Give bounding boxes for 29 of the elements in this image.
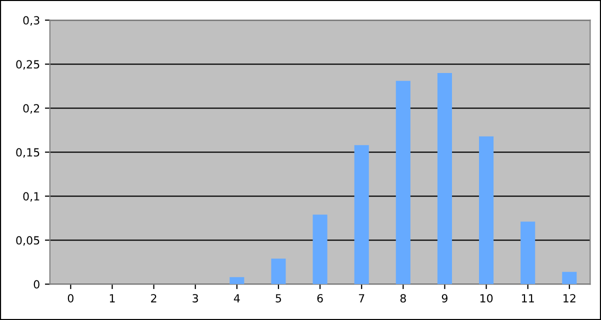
x-tick-label: 9 (442, 294, 448, 302)
x-tick-label: 10 (480, 294, 493, 302)
bar (562, 272, 577, 284)
y-tick-label: 0,2 (23, 104, 40, 114)
y-tick-label: 0 (34, 280, 40, 289)
bar (354, 145, 369, 284)
x-tick-label: 3 (192, 294, 198, 302)
bar (312, 214, 328, 284)
y-tick-label: 0,15 (16, 148, 40, 158)
bar (520, 222, 536, 284)
x-tick-label: 7 (358, 294, 364, 302)
x-tick-label: 11 (522, 294, 534, 302)
x-tick-label: 2 (151, 294, 156, 302)
x-tick-label: 12 (564, 294, 576, 302)
bar (479, 136, 494, 284)
y-tick-label: 0,1 (23, 192, 40, 202)
x-tick-label: 0 (68, 294, 74, 302)
x-tick-label: 4 (234, 294, 240, 302)
x-tick-label: 8 (400, 294, 406, 302)
y-tick-label: 0,25 (16, 60, 40, 70)
x-tick-label: 6 (317, 294, 323, 302)
bar (271, 258, 286, 284)
y-tick-label: 0,05 (16, 236, 40, 246)
y-tick-label: 0,3 (23, 16, 40, 26)
x-tick-label: 1 (110, 294, 115, 302)
bar (437, 72, 452, 284)
bar (230, 277, 244, 284)
x-tick-label: 5 (276, 294, 282, 302)
bar (396, 80, 410, 284)
